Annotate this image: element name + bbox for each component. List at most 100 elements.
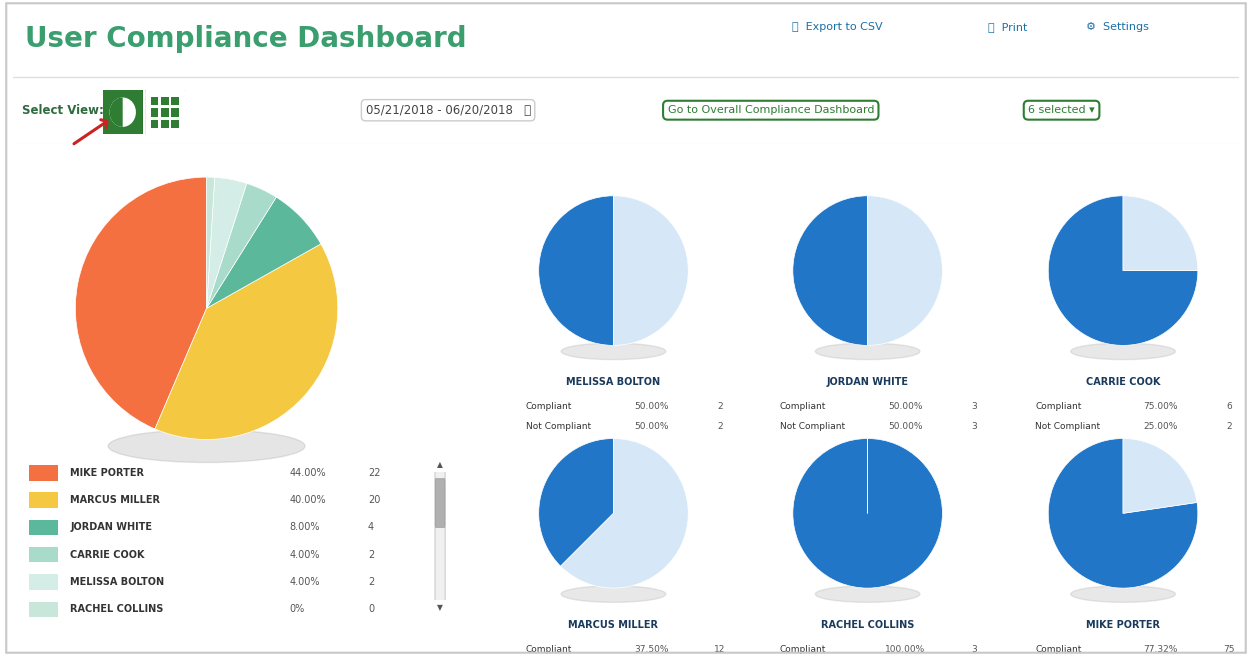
Wedge shape bbox=[207, 177, 215, 308]
Text: User Compliance Dashboard: User Compliance Dashboard bbox=[25, 25, 467, 53]
Text: Compliant: Compliant bbox=[780, 645, 826, 654]
Ellipse shape bbox=[815, 343, 920, 359]
Text: 50.00%: 50.00% bbox=[888, 422, 923, 431]
Text: MIKE PORTER: MIKE PORTER bbox=[70, 468, 144, 478]
Text: 44.00%: 44.00% bbox=[289, 468, 326, 478]
Text: MELISSA BOLTON: MELISSA BOLTON bbox=[566, 377, 661, 387]
Text: Compliant: Compliant bbox=[526, 402, 572, 411]
FancyBboxPatch shape bbox=[162, 120, 169, 128]
Wedge shape bbox=[613, 195, 689, 345]
Text: 0: 0 bbox=[368, 604, 374, 614]
Text: 05/21/2018 - 06/20/2018   📅: 05/21/2018 - 06/20/2018 📅 bbox=[366, 104, 531, 117]
FancyBboxPatch shape bbox=[150, 108, 159, 117]
Wedge shape bbox=[793, 438, 943, 588]
Text: 2: 2 bbox=[368, 550, 374, 560]
Wedge shape bbox=[538, 438, 613, 566]
Text: 12: 12 bbox=[714, 645, 726, 654]
Text: 100.00%: 100.00% bbox=[885, 645, 925, 654]
Text: 75.00%: 75.00% bbox=[1143, 402, 1178, 411]
Text: 75: 75 bbox=[1223, 645, 1236, 654]
Text: 2: 2 bbox=[717, 402, 722, 411]
Text: 3: 3 bbox=[972, 402, 977, 411]
Text: ⎙  Print: ⎙ Print bbox=[988, 22, 1028, 31]
Wedge shape bbox=[538, 195, 613, 345]
FancyBboxPatch shape bbox=[144, 89, 187, 135]
Text: 3: 3 bbox=[972, 422, 977, 431]
Ellipse shape bbox=[1070, 343, 1176, 359]
Text: 6: 6 bbox=[1227, 402, 1232, 411]
Text: ▲: ▲ bbox=[437, 460, 443, 469]
Text: CARRIE COOK: CARRIE COOK bbox=[1085, 377, 1161, 387]
Wedge shape bbox=[1048, 438, 1198, 588]
Ellipse shape bbox=[1070, 586, 1176, 602]
Wedge shape bbox=[207, 177, 247, 308]
Text: Compliant: Compliant bbox=[526, 645, 572, 654]
Text: Not Compliant: Not Compliant bbox=[526, 422, 591, 431]
Text: Not Compliant: Not Compliant bbox=[1035, 422, 1101, 431]
Text: ⚙  Settings: ⚙ Settings bbox=[1087, 22, 1149, 31]
Text: 4: 4 bbox=[368, 522, 374, 533]
Wedge shape bbox=[868, 195, 943, 345]
Text: MIKE PORTER: MIKE PORTER bbox=[1085, 619, 1161, 630]
Text: Go to Overall Compliance Dashboard: Go to Overall Compliance Dashboard bbox=[667, 105, 874, 115]
Text: 4.00%: 4.00% bbox=[289, 577, 321, 587]
FancyBboxPatch shape bbox=[101, 89, 144, 135]
Text: RACHEL COLLINS: RACHEL COLLINS bbox=[821, 619, 914, 630]
Ellipse shape bbox=[561, 343, 666, 359]
Text: JORDAN WHITE: JORDAN WHITE bbox=[826, 377, 909, 387]
Text: Compliant: Compliant bbox=[1035, 402, 1082, 411]
Ellipse shape bbox=[561, 586, 666, 602]
Wedge shape bbox=[1123, 195, 1198, 270]
Text: 22: 22 bbox=[368, 468, 381, 478]
FancyBboxPatch shape bbox=[434, 466, 446, 607]
Text: 2: 2 bbox=[368, 577, 374, 587]
Wedge shape bbox=[109, 98, 123, 127]
Text: ▼: ▼ bbox=[437, 604, 443, 613]
Text: 3: 3 bbox=[972, 645, 977, 654]
Wedge shape bbox=[207, 197, 321, 308]
Text: 37.50%: 37.50% bbox=[634, 645, 669, 654]
Text: 6 selected ▾: 6 selected ▾ bbox=[1028, 105, 1096, 115]
Wedge shape bbox=[155, 244, 338, 440]
FancyBboxPatch shape bbox=[150, 97, 159, 106]
Text: 25.00%: 25.00% bbox=[1143, 422, 1178, 431]
Text: 8.00%: 8.00% bbox=[289, 522, 321, 533]
FancyBboxPatch shape bbox=[29, 602, 58, 617]
Wedge shape bbox=[207, 184, 277, 308]
Text: 2: 2 bbox=[1227, 422, 1232, 431]
Text: Compliant: Compliant bbox=[1035, 645, 1082, 654]
FancyBboxPatch shape bbox=[29, 465, 58, 480]
Wedge shape bbox=[1048, 195, 1198, 345]
Text: MELISSA BOLTON: MELISSA BOLTON bbox=[70, 577, 164, 587]
Text: MARCUS MILLER: MARCUS MILLER bbox=[568, 619, 659, 630]
FancyBboxPatch shape bbox=[172, 108, 179, 117]
FancyBboxPatch shape bbox=[172, 120, 179, 128]
FancyBboxPatch shape bbox=[29, 575, 58, 590]
FancyBboxPatch shape bbox=[29, 547, 58, 562]
Text: 2: 2 bbox=[717, 422, 722, 431]
FancyBboxPatch shape bbox=[436, 479, 444, 527]
Text: 40.00%: 40.00% bbox=[289, 495, 326, 505]
Text: ⎘  Export to CSV: ⎘ Export to CSV bbox=[791, 22, 883, 31]
Ellipse shape bbox=[108, 430, 305, 462]
Text: JORDAN WHITE: JORDAN WHITE bbox=[70, 522, 153, 533]
Circle shape bbox=[109, 98, 136, 127]
Wedge shape bbox=[1123, 438, 1197, 513]
Text: 50.00%: 50.00% bbox=[888, 402, 923, 411]
FancyBboxPatch shape bbox=[162, 108, 169, 117]
Text: Select View:: Select View: bbox=[23, 104, 104, 117]
FancyBboxPatch shape bbox=[172, 97, 179, 106]
Text: 50.00%: 50.00% bbox=[634, 422, 669, 431]
FancyBboxPatch shape bbox=[150, 120, 159, 128]
Text: CARRIE COOK: CARRIE COOK bbox=[70, 550, 145, 560]
Text: 77.32%: 77.32% bbox=[1143, 645, 1178, 654]
Ellipse shape bbox=[815, 586, 920, 602]
FancyBboxPatch shape bbox=[29, 493, 58, 508]
Text: 50.00%: 50.00% bbox=[634, 402, 669, 411]
Text: Compliant: Compliant bbox=[780, 402, 826, 411]
Text: 0%: 0% bbox=[289, 604, 304, 614]
Wedge shape bbox=[75, 177, 207, 429]
Wedge shape bbox=[561, 438, 689, 588]
FancyBboxPatch shape bbox=[29, 520, 58, 535]
Text: Not Compliant: Not Compliant bbox=[780, 422, 845, 431]
